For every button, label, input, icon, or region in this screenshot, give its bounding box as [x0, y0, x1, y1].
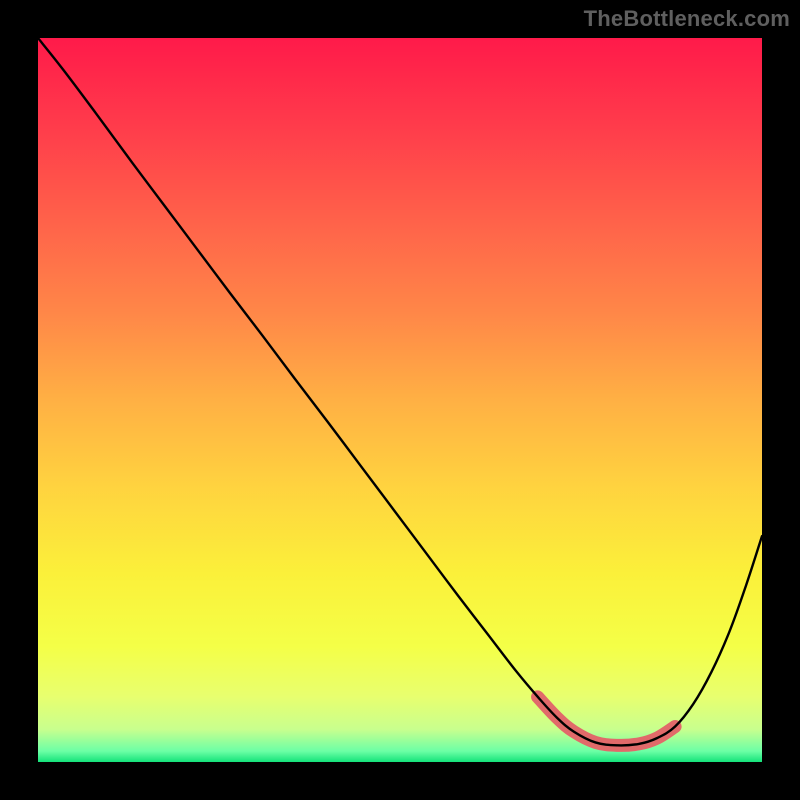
chart-container: TheBottleneck.com	[0, 0, 800, 800]
bottleneck-curve-chart	[0, 0, 800, 800]
watermark-text: TheBottleneck.com	[584, 6, 790, 32]
plot-background-gradient	[38, 38, 762, 762]
